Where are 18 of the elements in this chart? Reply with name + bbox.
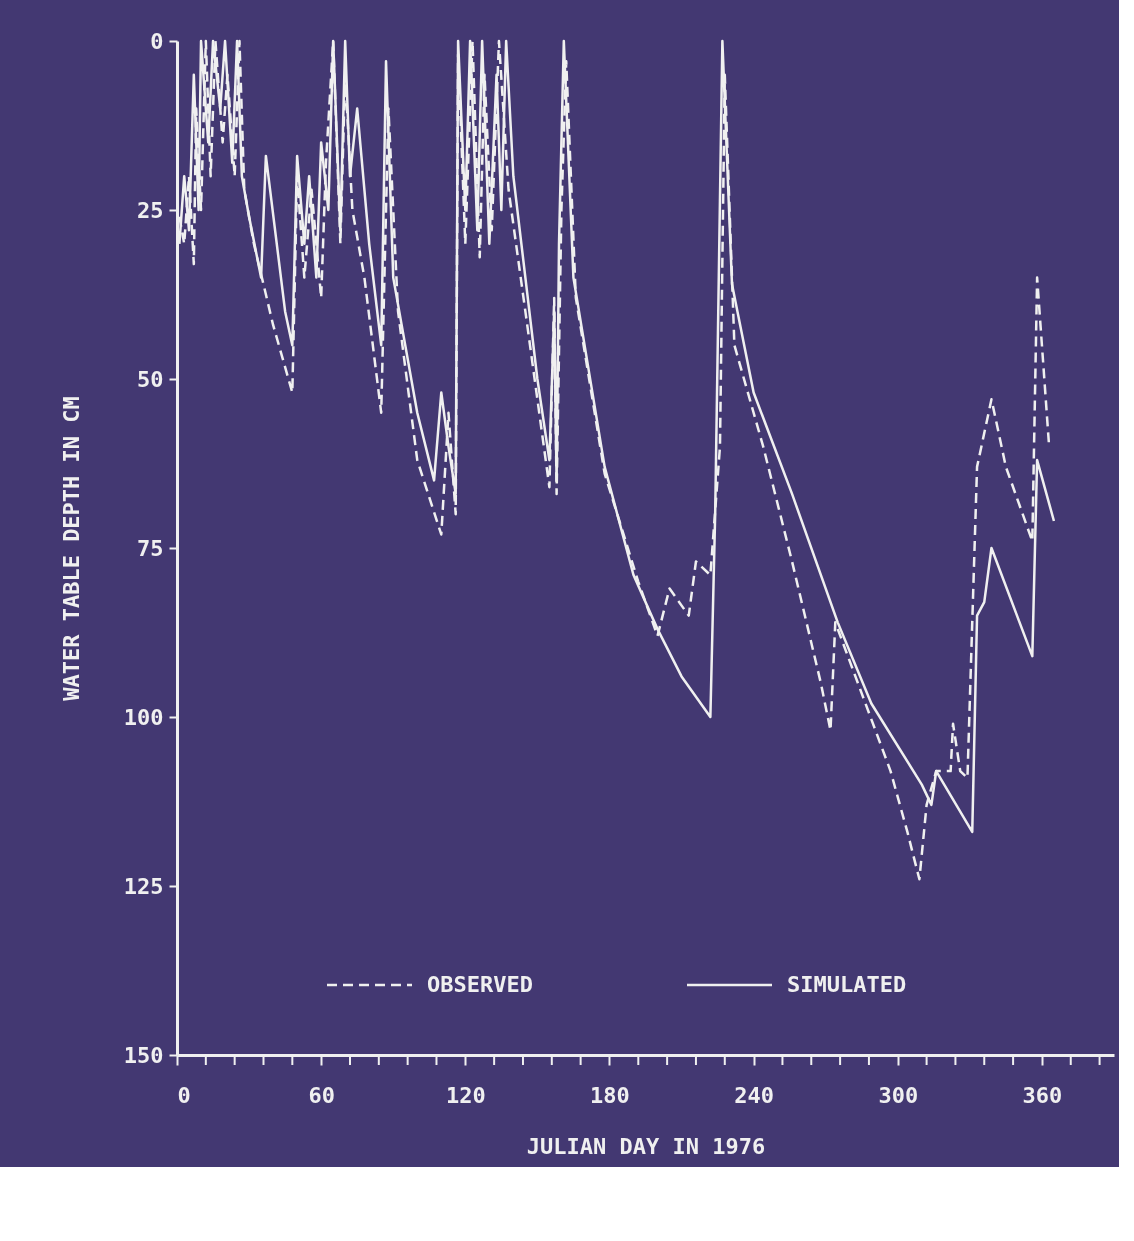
x-axis-title: JULIAN DAY IN 1976 — [526, 1133, 766, 1159]
legend-label: SIMULATED — [787, 972, 907, 997]
x-tick-label: 360 — [1022, 1082, 1063, 1108]
y-tick-label: 75 — [137, 535, 164, 561]
y-tick-label: 125 — [123, 873, 164, 899]
x-tick-label: 120 — [445, 1082, 486, 1108]
y-tick-label: 0 — [150, 28, 164, 54]
legend-label: OBSERVED — [427, 972, 533, 997]
y-tick-label: 50 — [137, 366, 164, 392]
x-tick-label: 0 — [177, 1082, 191, 1108]
x-tick-label: 60 — [308, 1082, 335, 1108]
x-tick-label: 240 — [734, 1082, 774, 1108]
x-tick-label: 180 — [590, 1082, 630, 1108]
y-tick-label: 100 — [123, 704, 164, 730]
y-tick-label: 150 — [123, 1042, 164, 1068]
y-axis-title: WATER TABLE DEPTH IN CM — [58, 396, 84, 701]
x-tick-label: 300 — [878, 1082, 919, 1108]
y-tick-label: 25 — [137, 197, 164, 223]
